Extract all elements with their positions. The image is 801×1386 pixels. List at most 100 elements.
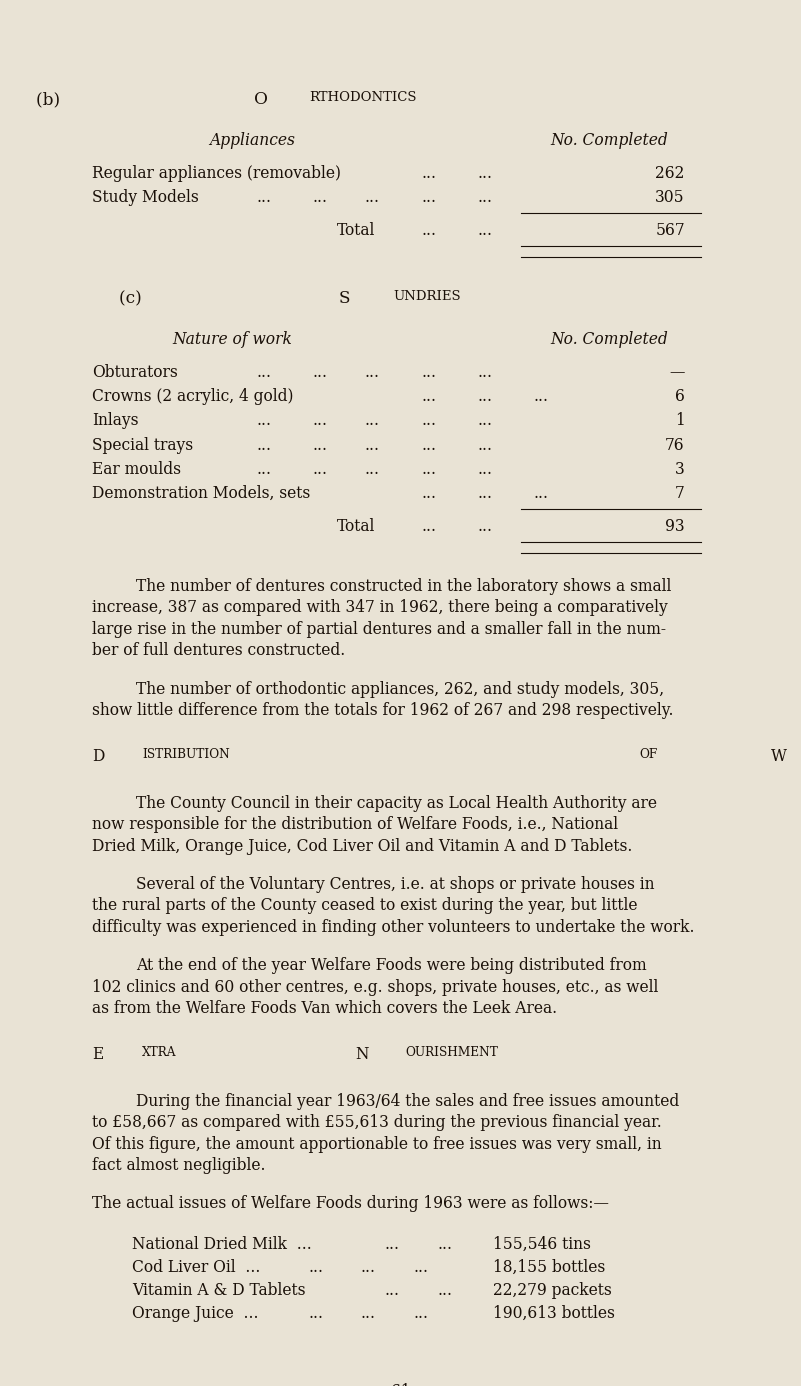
Text: ...: ... [477,412,492,430]
Text: increase, 387 as compared with 347 in 1962, there being a comparatively: increase, 387 as compared with 347 in 19… [92,599,668,617]
Text: to £58,667 as compared with £55,613 during the previous financial year.: to £58,667 as compared with £55,613 duri… [92,1114,662,1131]
Text: 262: 262 [655,165,685,182]
Text: ...: ... [309,1304,324,1322]
Text: The number of orthodontic appliances, 262, and study models, 305,: The number of orthodontic appliances, 26… [136,681,664,697]
Text: 190,613 bottles: 190,613 bottles [493,1304,614,1322]
Text: ...: ... [365,412,380,430]
Text: XTRA: XTRA [143,1046,177,1059]
Text: Crowns (2 acrylic, 4 gold): Crowns (2 acrylic, 4 gold) [92,388,294,405]
Text: The number of dentures constructed in the laboratory shows a small: The number of dentures constructed in th… [136,578,671,595]
Text: ...: ... [313,460,328,478]
Text: No. Completed: No. Completed [549,331,668,348]
Text: The County Council in their capacity as Local Health Authority are: The County Council in their capacity as … [136,794,657,812]
Text: ...: ... [365,460,380,478]
Text: Total: Total [336,517,375,535]
Text: Regular appliances (removable): Regular appliances (removable) [92,165,341,182]
Text: ...: ... [257,437,272,453]
Text: Inlays: Inlays [92,412,139,430]
Text: ...: ... [437,1282,452,1299]
Text: ...: ... [477,388,492,405]
Text: At the end of the year Welfare Foods were being distributed from: At the end of the year Welfare Foods wer… [136,956,646,974]
Text: ...: ... [257,412,272,430]
Text: ISTRIBUTION: ISTRIBUTION [143,748,230,761]
Text: National Dried Milk  ...: National Dried Milk ... [132,1236,312,1253]
Text: ...: ... [421,388,436,405]
Text: ...: ... [477,437,492,453]
Text: 155,546 tins: 155,546 tins [493,1236,590,1253]
Text: Dried Milk, Orange Juice, Cod Liver Oil and Vitamin A and D Tablets.: Dried Milk, Orange Juice, Cod Liver Oil … [92,837,633,855]
Text: OF: OF [639,748,658,761]
Text: ...: ... [477,222,492,238]
Text: ...: ... [257,363,272,381]
Text: the rural parts of the County ceased to exist during the year, but little: the rural parts of the County ceased to … [92,897,638,915]
Text: 102 clinics and 60 other centres, e.g. shops, private houses, etc., as well: 102 clinics and 60 other centres, e.g. s… [92,979,658,995]
Text: 7: 7 [675,485,685,502]
Text: ...: ... [533,388,548,405]
Text: OURISHMENT: OURISHMENT [405,1046,498,1059]
Text: (c): (c) [119,291,147,308]
Text: ...: ... [421,165,436,182]
Text: RTHODONTICS: RTHODONTICS [309,91,417,104]
Text: ...: ... [477,485,492,502]
Text: ...: ... [421,363,436,381]
Text: Nature of work: Nature of work [172,331,292,348]
Text: ...: ... [437,1236,452,1253]
Text: Appliances: Appliances [209,133,296,150]
Text: ...: ... [477,517,492,535]
Text: ...: ... [361,1258,376,1277]
Text: ...: ... [313,363,328,381]
Text: —: — [670,363,685,381]
Text: ...: ... [365,363,380,381]
Text: as from the Welfare Foods Van which covers the Leek Area.: as from the Welfare Foods Van which cove… [92,999,557,1017]
Text: ...: ... [257,188,272,207]
Text: Demonstration Models, sets: Demonstration Models, sets [92,485,310,502]
Text: ...: ... [361,1304,376,1322]
Text: ...: ... [421,222,436,238]
Text: ...: ... [365,188,380,207]
Text: ...: ... [421,460,436,478]
Text: 6: 6 [675,388,685,405]
Text: Total: Total [336,222,375,238]
Text: 76: 76 [665,437,685,453]
Text: Several of the Voluntary Centres, i.e. at shops or private houses in: Several of the Voluntary Centres, i.e. a… [136,876,654,893]
Text: ...: ... [413,1258,428,1277]
Text: 18,155 bottles: 18,155 bottles [493,1258,605,1277]
Text: O: O [255,91,268,108]
Text: 567: 567 [655,222,685,238]
Text: 93: 93 [665,517,685,535]
Text: fact almost negligible.: fact almost negligible. [92,1157,266,1174]
Text: ...: ... [477,363,492,381]
Text: ...: ... [421,517,436,535]
Text: Cod Liver Oil  ...: Cod Liver Oil ... [132,1258,260,1277]
Text: S: S [338,291,350,308]
Text: E: E [92,1046,103,1063]
Text: Study Models: Study Models [92,188,199,207]
Text: N: N [355,1046,368,1063]
Text: ...: ... [313,188,328,207]
Text: difficulty was experienced in finding other volunteers to undertake the work.: difficulty was experienced in finding ot… [92,919,694,936]
Text: ber of full dentures constructed.: ber of full dentures constructed. [92,642,345,660]
Text: ...: ... [309,1258,324,1277]
Text: ...: ... [421,485,436,502]
Text: ...: ... [533,485,548,502]
Text: ...: ... [421,412,436,430]
Text: ...: ... [385,1282,400,1299]
Text: ...: ... [365,437,380,453]
Text: The actual issues of Welfare Foods during 1963 were as follows:—: The actual issues of Welfare Foods durin… [92,1195,609,1213]
Text: ...: ... [257,460,272,478]
Text: Ear moulds: Ear moulds [92,460,181,478]
Text: large rise in the number of partial dentures and a smaller fall in the num-: large rise in the number of partial dent… [92,621,666,638]
Text: Special trays: Special trays [92,437,193,453]
Text: (b): (b) [35,91,65,108]
Text: W: W [771,748,787,765]
Text: Vitamin A & D Tablets: Vitamin A & D Tablets [132,1282,306,1299]
Text: ...: ... [477,188,492,207]
Text: ...: ... [477,460,492,478]
Text: No. Completed: No. Completed [549,133,668,150]
Text: 1: 1 [675,412,685,430]
Text: 305: 305 [655,188,685,207]
Text: 22,279 packets: 22,279 packets [493,1282,611,1299]
Text: UNDRIES: UNDRIES [393,291,461,304]
Text: ...: ... [421,437,436,453]
Text: ...: ... [413,1304,428,1322]
